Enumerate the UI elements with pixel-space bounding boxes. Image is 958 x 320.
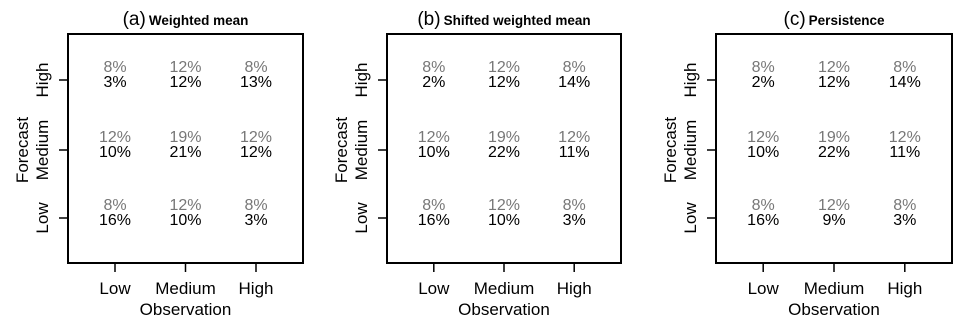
- cell-expected-value: 8%: [422, 59, 445, 76]
- cell-observed-value: 3%: [103, 74, 126, 91]
- cell-expected-value: 12%: [558, 129, 590, 146]
- cell-observed-value: 2%: [752, 74, 775, 91]
- x-axis-label: Observation: [458, 300, 550, 319]
- cell-expected-value: 8%: [244, 59, 267, 76]
- cell-observed-value: 10%: [747, 144, 779, 161]
- cell-expected-value: 8%: [893, 59, 916, 76]
- y-tick-label-high: High: [681, 63, 700, 98]
- cell-observed-value: 13%: [240, 74, 272, 91]
- x-axis-label: Observation: [140, 300, 232, 319]
- cell-observed-value: 16%: [747, 212, 779, 229]
- panel-a: (a) Weighted mean Low Medium High Observation…: [13, 9, 304, 319]
- cell-expected-value: 12%: [818, 197, 850, 214]
- cell-expected-value: 12%: [488, 197, 520, 214]
- y-tick-label-low: Low: [681, 202, 700, 234]
- cell-observed-value: 12%: [818, 74, 850, 91]
- cell-expected-value: 12%: [240, 129, 272, 146]
- cell-expected-value: 12%: [488, 59, 520, 76]
- cell-expected-value: 8%: [563, 59, 586, 76]
- x-tick-label-medium: Medium: [804, 279, 864, 298]
- x-tick-label-high: High: [887, 279, 922, 298]
- cell-expected-value: 12%: [747, 129, 779, 146]
- panel-title-text: Weighted mean: [149, 13, 249, 28]
- y-tick-label-medium: Medium: [681, 120, 700, 180]
- panel-title-text: Persistence: [809, 13, 885, 28]
- y-tick-label-medium: Medium: [33, 120, 52, 180]
- x-tick-label-low: Low: [748, 279, 780, 298]
- panel-c: (c) Persistence Low Medium High Observation Hi…: [661, 9, 953, 319]
- cell-observed-value: 22%: [488, 144, 520, 161]
- cell-observed-value: 3%: [563, 212, 586, 229]
- cell-observed-value: 14%: [558, 74, 590, 91]
- panel-b: (b) Shifted weighted mean Low Medium High Obs…: [332, 9, 622, 319]
- cell-expected-value: 19%: [488, 129, 520, 146]
- y-axis-label: Forecast: [332, 117, 351, 183]
- panel-title: (c) Persistence: [784, 9, 885, 30]
- cell-expected-value: 12%: [889, 129, 921, 146]
- panel-title: (a) Weighted mean: [123, 9, 249, 30]
- y-tick-label-low: Low: [352, 202, 371, 234]
- cell-observed-value: 16%: [99, 212, 131, 229]
- cell-expected-value: 12%: [169, 59, 201, 76]
- cell-observed-value: 22%: [818, 144, 850, 161]
- cell-expected-value: 8%: [103, 59, 126, 76]
- panel-label: (c): [784, 9, 806, 30]
- cell-observed-value: 3%: [893, 212, 916, 229]
- cell-observed-value: 10%: [488, 212, 520, 229]
- y-axis-label: Forecast: [13, 117, 32, 183]
- x-tick-label-low: Low: [99, 279, 131, 298]
- cell-observed-value: 11%: [559, 144, 590, 161]
- cell-expected-value: 8%: [244, 197, 267, 214]
- cell-observed-value: 16%: [418, 212, 450, 229]
- cell-observed-value: 10%: [418, 144, 450, 161]
- x-tick-label-high: High: [557, 279, 592, 298]
- y-tick-label-high: High: [33, 63, 52, 98]
- y-tick-label-low: Low: [33, 202, 52, 234]
- cell-expected-value: 12%: [169, 197, 201, 214]
- panel-title-text: Shifted weighted mean: [444, 13, 591, 28]
- panel-label: (a): [123, 9, 146, 30]
- cell-observed-value: 10%: [169, 212, 201, 229]
- cell-observed-value: 3%: [244, 212, 267, 229]
- cell-observed-value: 21%: [169, 144, 201, 161]
- cell-expected-value: 8%: [103, 197, 126, 214]
- x-tick-label-medium: Medium: [474, 279, 534, 298]
- panel-label: (b): [417, 9, 440, 30]
- y-tick-label-high: High: [352, 63, 371, 98]
- cell-observed-value: 10%: [99, 144, 131, 161]
- cell-expected-value: 19%: [818, 129, 850, 146]
- cell-expected-value: 8%: [422, 197, 445, 214]
- cell-observed-value: 12%: [488, 74, 520, 91]
- cell-observed-value: 11%: [889, 144, 920, 161]
- cell-observed-value: 14%: [889, 74, 921, 91]
- x-tick-label-low: Low: [418, 279, 450, 298]
- x-tick-label-medium: Medium: [155, 279, 215, 298]
- cell-observed-value: 2%: [422, 74, 445, 91]
- cell-expected-value: 12%: [418, 129, 450, 146]
- y-tick-label-medium: Medium: [352, 120, 371, 180]
- cell-expected-value: 8%: [893, 197, 916, 214]
- x-tick-label-high: High: [239, 279, 274, 298]
- cell-expected-value: 12%: [99, 129, 131, 146]
- cell-observed-value: 12%: [169, 74, 201, 91]
- cell-observed-value: 12%: [240, 144, 272, 161]
- cell-expected-value: 12%: [818, 59, 850, 76]
- x-axis-label: Observation: [788, 300, 880, 319]
- cell-expected-value: 8%: [752, 59, 775, 76]
- cell-expected-value: 8%: [752, 197, 775, 214]
- cell-expected-value: 19%: [169, 129, 201, 146]
- panel-title: (b) Shifted weighted mean: [417, 9, 590, 30]
- y-axis-label: Forecast: [661, 117, 680, 183]
- cell-expected-value: 8%: [563, 197, 586, 214]
- cell-observed-value: 9%: [822, 212, 845, 229]
